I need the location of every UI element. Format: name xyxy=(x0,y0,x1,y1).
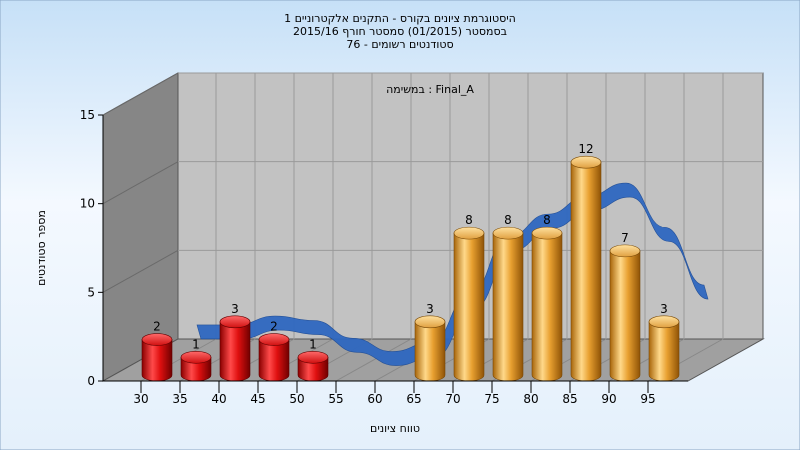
data-label-85: 12 xyxy=(578,142,593,156)
x-axis-title: טווח ציונים xyxy=(370,422,420,435)
bar-65 xyxy=(414,315,446,382)
side-grid-line xyxy=(102,161,179,205)
bar-40 xyxy=(219,315,251,382)
y-tick-label: 5 xyxy=(87,285,95,299)
data-label-45: 2 xyxy=(270,320,278,334)
data-label-75: 8 xyxy=(504,213,512,227)
bar-top xyxy=(609,244,641,258)
data-label-30: 2 xyxy=(153,320,161,334)
bar-30 xyxy=(141,333,173,382)
bar-95 xyxy=(648,315,680,382)
data-label-65: 3 xyxy=(426,302,434,316)
axes: 0 5 10 15 30 35 40 45 50 55 60 65 70 75 80 85 90 95 xyxy=(80,108,688,406)
side-grid-line xyxy=(102,72,179,116)
bar-top xyxy=(648,315,680,329)
bar-90 xyxy=(609,244,641,382)
data-labels: 2 1 3 2 1 3 8 8 8 12 7 3 xyxy=(153,142,668,351)
floor-grid-line xyxy=(335,338,412,382)
title-line-3: סטודנטים רשומים - 76 xyxy=(346,38,453,51)
bar-75 xyxy=(492,226,524,382)
x-tick-label: 60 xyxy=(367,392,382,406)
bar-top xyxy=(258,333,290,346)
bar-top xyxy=(570,155,602,169)
x-tick-label: 55 xyxy=(328,392,343,406)
bar-top xyxy=(180,350,212,364)
bar-top xyxy=(453,226,485,240)
data-label-50: 1 xyxy=(309,337,317,351)
bar-50 xyxy=(297,350,329,382)
bar-85 xyxy=(570,155,602,382)
y-tick-label: 15 xyxy=(80,108,95,122)
x-tick-label: 35 xyxy=(172,392,187,406)
trend-band xyxy=(196,182,709,366)
chart-title: היסטוגרמת ציונים בקורס - התקנים אלקטרוני… xyxy=(284,12,516,51)
bar-top xyxy=(219,315,251,329)
x-tick-label: 75 xyxy=(484,392,499,406)
x-tick-label: 70 xyxy=(445,392,460,406)
x-tick-label: 90 xyxy=(601,392,616,406)
bar-top xyxy=(414,315,446,329)
bar-body xyxy=(492,232,524,382)
bar-top xyxy=(531,226,563,240)
bar-body xyxy=(414,321,446,382)
bar-body xyxy=(609,250,641,382)
x-tick-label: 65 xyxy=(406,392,421,406)
bar-body xyxy=(219,321,251,382)
data-label-35: 1 xyxy=(192,337,200,351)
x-tick-label: 80 xyxy=(523,392,538,406)
data-label-95: 3 xyxy=(660,302,668,316)
side-grid-line xyxy=(102,249,179,293)
task-annotation: במשימה : Final_A xyxy=(386,83,474,96)
bar-body xyxy=(453,232,485,382)
bar-top xyxy=(297,350,329,364)
data-label-80: 8 xyxy=(543,213,551,227)
x-tick-label: 95 xyxy=(640,392,655,406)
x-tick-label: 45 xyxy=(250,392,265,406)
bar-45 xyxy=(258,333,290,382)
bar-body xyxy=(570,161,602,382)
bar-80 xyxy=(531,226,563,382)
y-tick-label: 0 xyxy=(87,374,95,388)
x-tick-label: 85 xyxy=(562,392,577,406)
bar-top xyxy=(492,226,524,240)
bar-top xyxy=(141,333,173,346)
data-label-70: 8 xyxy=(465,213,473,227)
bar-70 xyxy=(453,226,485,382)
x-tick-label: 40 xyxy=(211,392,226,406)
bar-35 xyxy=(180,350,212,382)
title-line-2: בסמסטר (01/2015) סמסטר חורף 2015/16 xyxy=(293,25,507,38)
bars xyxy=(141,155,680,382)
x-tick-label: 30 xyxy=(133,392,148,406)
bar-body xyxy=(531,232,563,382)
x-tick-label: 50 xyxy=(289,392,304,406)
trend-curve xyxy=(196,182,709,366)
y-axis-title: מספר סטודנטים xyxy=(35,210,48,286)
data-label-40: 3 xyxy=(231,302,239,316)
title-line-1: היסטוגרמת ציונים בקורס - התקנים אלקטרוני… xyxy=(284,12,516,25)
y-tick-label: 10 xyxy=(80,197,95,211)
data-label-90: 7 xyxy=(621,231,629,245)
bar-body xyxy=(648,321,680,382)
